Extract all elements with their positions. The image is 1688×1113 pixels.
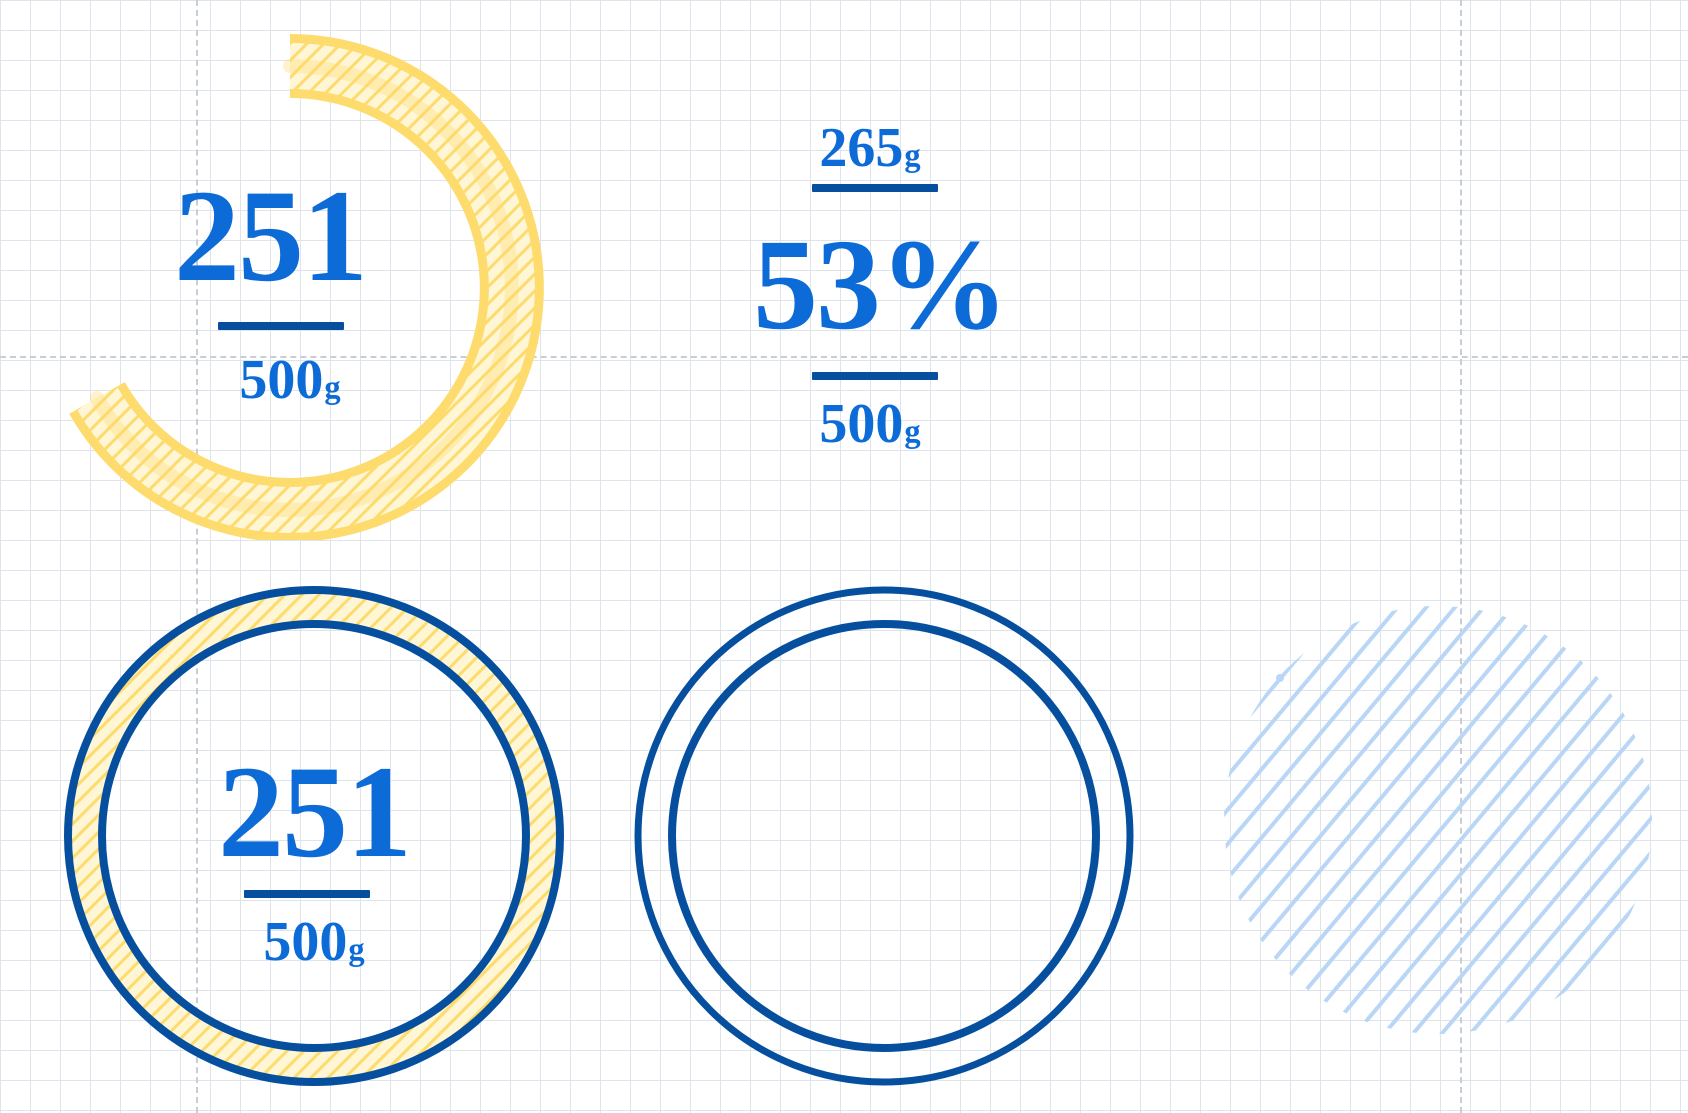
ring-meter-total-unit: g xyxy=(348,932,365,968)
hatched-circle-icon xyxy=(1224,606,1652,1034)
readout-percent: 53% xyxy=(753,213,1009,357)
readout-total-unit: g xyxy=(904,414,921,450)
ring-meter-total-value: 500 xyxy=(263,911,348,973)
arc-meter-divider xyxy=(218,322,344,330)
arc-meter-value: 251 xyxy=(174,162,368,309)
hatched-circle xyxy=(1200,600,1660,1060)
guide-line-vertical-left xyxy=(196,0,198,1113)
guide-line-horizontal xyxy=(0,356,1688,358)
arc-meter-total-unit: g xyxy=(324,370,341,406)
readout-top-divider xyxy=(812,184,938,192)
readout-current-unit: g xyxy=(904,138,921,174)
readout-total-value: 500 xyxy=(819,393,904,455)
readout-current-value: 265 xyxy=(819,117,904,179)
readout-bottom-divider xyxy=(812,372,938,380)
readout-current: 265g xyxy=(780,120,960,176)
ring-meter-value: 251 xyxy=(218,738,412,885)
guide-line-vertical-right xyxy=(1460,0,1462,1113)
empty-ring xyxy=(630,580,1150,1100)
arc-meter-total-value: 500 xyxy=(239,349,324,411)
yellow-arc-icon xyxy=(69,34,544,540)
empty-ring-icon xyxy=(634,586,1134,1086)
arc-meter-total: 500g xyxy=(200,352,380,408)
ring-meter-total: 500g xyxy=(224,914,404,970)
ring-meter-divider xyxy=(244,890,370,898)
filled-ring-icon xyxy=(64,586,564,1086)
yellow-arc-meter: 251 500g xyxy=(40,20,560,540)
percentage-readout: 265g 53% 500g xyxy=(720,100,1040,460)
filled-ring-meter: 251 500g xyxy=(60,580,580,1100)
readout-total: 500g xyxy=(780,396,960,452)
